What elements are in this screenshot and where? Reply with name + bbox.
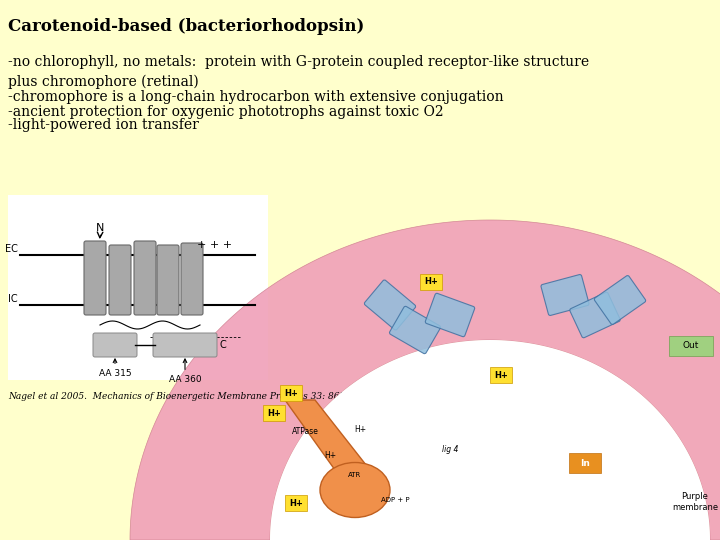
FancyBboxPatch shape <box>153 333 217 357</box>
Text: In: In <box>580 458 590 468</box>
Text: -chromophore is a long-chain hydrocarbon with extensive conjugation: -chromophore is a long-chain hydrocarbon… <box>8 90 503 104</box>
Text: H+: H+ <box>284 388 298 397</box>
Text: EC: EC <box>5 244 18 254</box>
FancyBboxPatch shape <box>181 243 203 315</box>
Bar <box>8 195 268 380</box>
Text: H+: H+ <box>354 426 366 435</box>
FancyBboxPatch shape <box>84 241 106 315</box>
FancyBboxPatch shape <box>263 405 285 421</box>
Polygon shape <box>270 340 710 540</box>
FancyBboxPatch shape <box>569 453 601 473</box>
Text: IC: IC <box>9 294 18 304</box>
FancyBboxPatch shape <box>426 293 474 337</box>
Text: ATPase: ATPase <box>292 428 318 436</box>
FancyBboxPatch shape <box>109 245 131 315</box>
Polygon shape <box>285 400 370 470</box>
FancyBboxPatch shape <box>93 333 137 357</box>
FancyBboxPatch shape <box>570 292 620 338</box>
Text: H+: H+ <box>494 370 508 380</box>
Text: lig 4: lig 4 <box>442 446 458 455</box>
FancyBboxPatch shape <box>134 241 156 315</box>
Text: Carotenoid-based (bacteriorhodopsin): Carotenoid-based (bacteriorhodopsin) <box>8 18 364 35</box>
Text: ATR: ATR <box>348 472 361 478</box>
FancyBboxPatch shape <box>280 385 302 401</box>
Text: -ancient protection for oxygenic phototrophs against toxic O2: -ancient protection for oxygenic phototr… <box>8 105 444 119</box>
FancyBboxPatch shape <box>490 367 512 383</box>
Text: plus chromophore (retinal): plus chromophore (retinal) <box>8 75 199 90</box>
FancyBboxPatch shape <box>669 336 713 356</box>
Text: Nagel et al 2005.  Mechanics of Bioenergetic Membrane Proteins 33: 863: Nagel et al 2005. Mechanics of Bioenerge… <box>8 392 346 401</box>
Text: H+: H+ <box>424 278 438 287</box>
FancyBboxPatch shape <box>364 280 415 330</box>
Text: H+: H+ <box>324 450 336 460</box>
Text: AA 360: AA 360 <box>168 359 202 384</box>
FancyBboxPatch shape <box>285 495 307 511</box>
FancyBboxPatch shape <box>541 274 589 315</box>
FancyBboxPatch shape <box>594 275 646 325</box>
Text: -no chlorophyll, no metals:  protein with G-protein coupled receptor-like struct: -no chlorophyll, no metals: protein with… <box>8 55 589 69</box>
Text: -light-powered ion transfer: -light-powered ion transfer <box>8 118 199 132</box>
Ellipse shape <box>320 462 390 517</box>
FancyBboxPatch shape <box>420 274 442 290</box>
Text: C: C <box>220 340 227 350</box>
FancyBboxPatch shape <box>390 306 441 354</box>
Text: + + +: + + + <box>197 240 233 250</box>
Polygon shape <box>130 220 720 540</box>
Text: AA 315: AA 315 <box>99 359 131 378</box>
Text: Purple
membrane: Purple membrane <box>672 492 718 512</box>
Text: H+: H+ <box>267 408 281 417</box>
Text: Out: Out <box>683 341 699 350</box>
Text: N: N <box>96 223 104 233</box>
Text: ADP + P: ADP + P <box>381 497 409 503</box>
FancyBboxPatch shape <box>157 245 179 315</box>
Text: H+: H+ <box>289 498 303 508</box>
